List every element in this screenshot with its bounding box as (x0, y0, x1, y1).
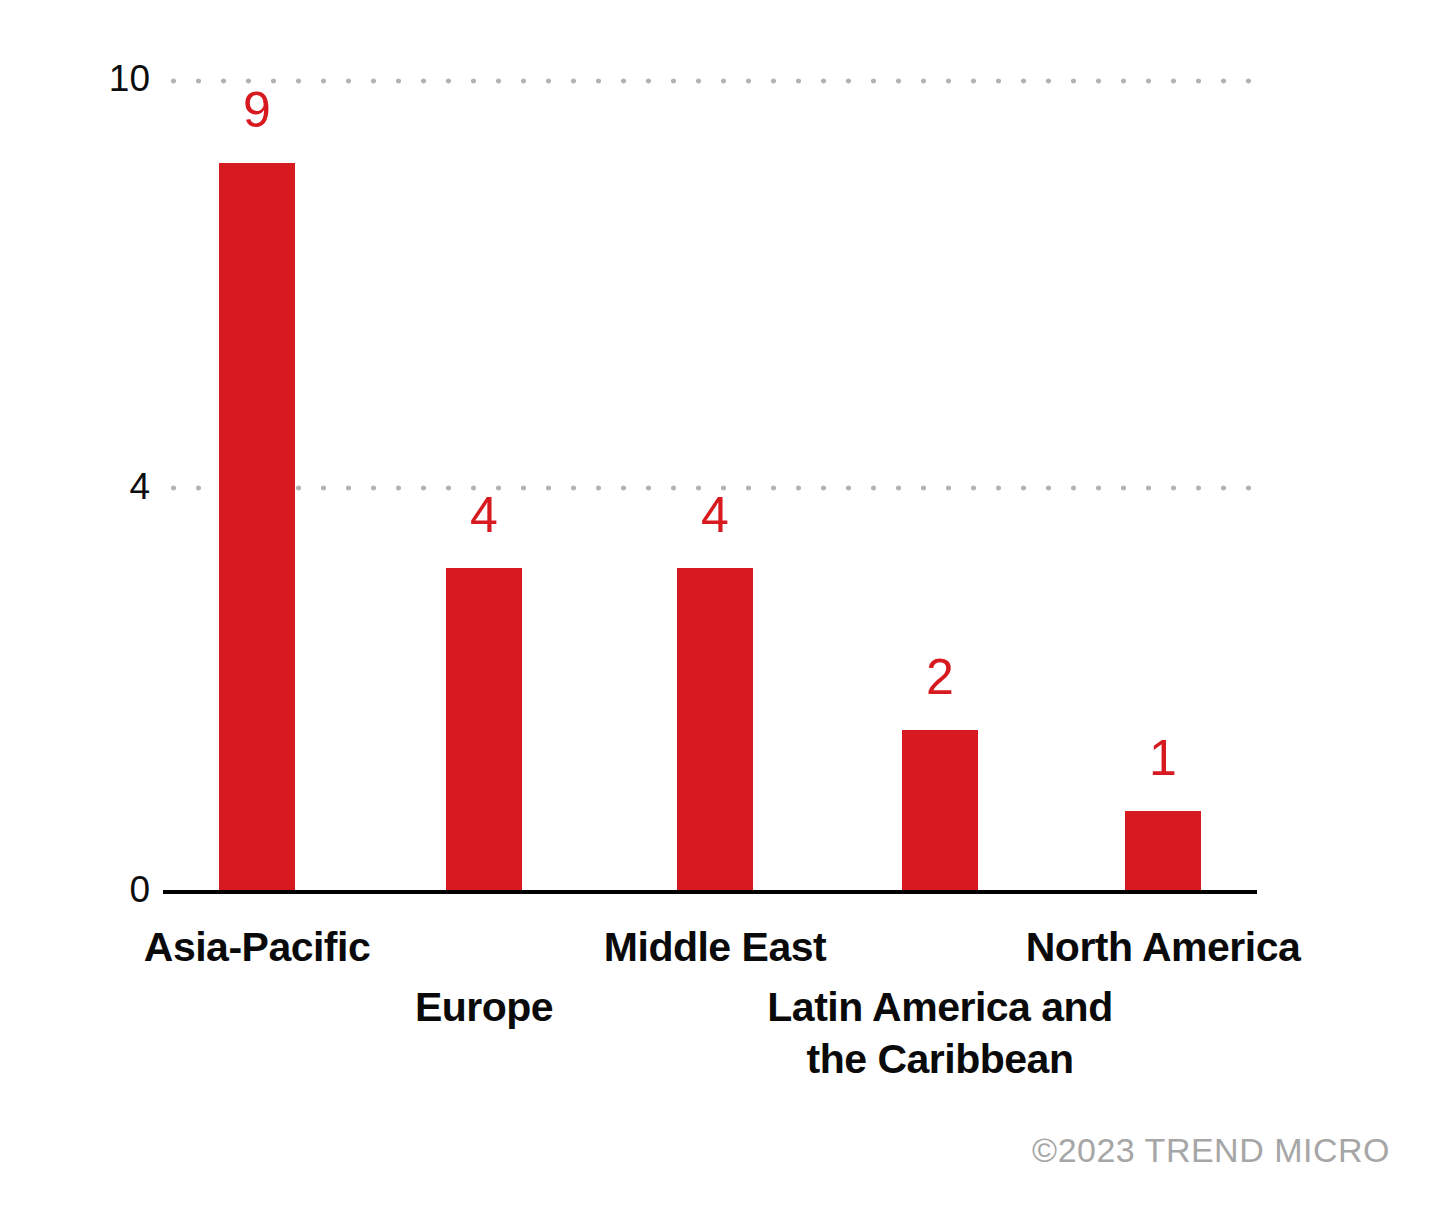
bar-latin-america-and-the-caribbean (902, 730, 978, 892)
value-label-middle-east: 4 (701, 490, 729, 540)
y-axis-tick-4: 4 (30, 468, 150, 505)
x-axis-label-europe: Europe (415, 981, 553, 1033)
bar-europe (446, 568, 522, 892)
gridline-10 (161, 78, 1257, 84)
value-label-latin-america-and-the-caribbean: 2 (926, 652, 954, 702)
bar-north-america (1125, 811, 1201, 892)
value-label-asia-pacific: 9 (243, 85, 271, 135)
x-axis-label-north-america: North America (1026, 921, 1301, 973)
x-axis-label-latin-america-and-the-caribbean: Latin America andthe Caribbean (767, 981, 1112, 1085)
x-axis-label-asia-pacific: Asia-Pacific (144, 921, 370, 973)
copyright-text: ©2023 TREND MICRO (1032, 1133, 1390, 1167)
bar-chart: 10 4 0 9 4 4 2 1 Asia-Pacific Europe Middle Ea… (0, 0, 1454, 1230)
y-axis-tick-10: 10 (30, 60, 150, 97)
bar-middle-east (677, 568, 753, 892)
x-axis-line (163, 890, 1257, 894)
value-label-north-america: 1 (1149, 733, 1177, 783)
value-label-europe: 4 (470, 490, 498, 540)
bar-asia-pacific (219, 163, 295, 892)
y-axis-tick-0: 0 (30, 871, 150, 908)
x-axis-label-middle-east: Middle East (604, 921, 826, 973)
